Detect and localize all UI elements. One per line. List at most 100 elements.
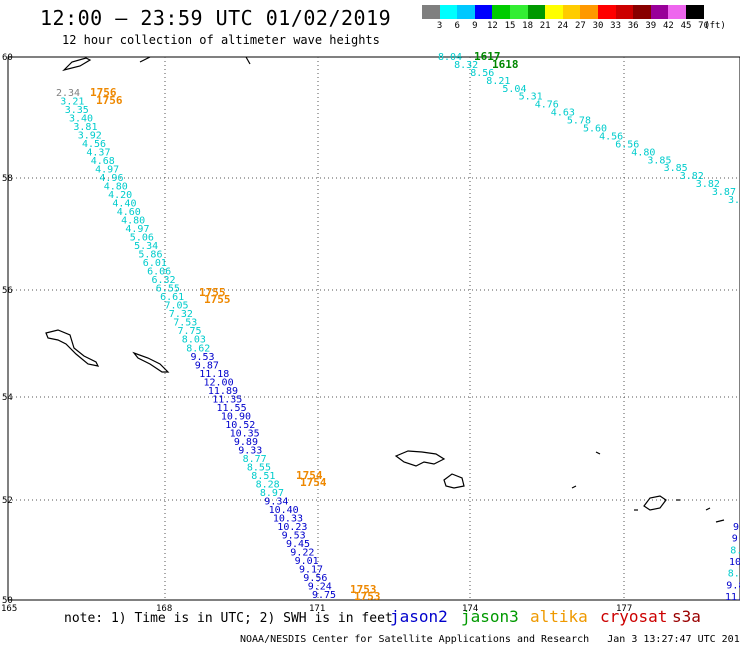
bering-island [45, 329, 100, 367]
time-label-1617: 1617 [474, 50, 501, 63]
scale-swatch-3 [474, 5, 493, 19]
color-scale-legend: (ft) 3 6 9 12 15 18 21 24 27 30 33 36 39 42 45 70 [422, 5, 726, 31]
track2-value: 3.82 [696, 179, 720, 190]
medny-island [132, 351, 170, 373]
graticule [8, 57, 740, 600]
satellite-cryosat: cryosat [600, 607, 668, 626]
track1-value: 5.86 [138, 250, 162, 261]
map-subtitle: 12 hour collection of altimeter wave hei… [62, 33, 380, 47]
track1-value: 8.62 [186, 343, 210, 354]
track2-value: 8.32 [454, 60, 478, 71]
track1-value: 3.92 [78, 131, 102, 142]
lat-label-50: 50 [2, 596, 13, 606]
track1-value: 11.35 [212, 394, 242, 405]
track1-value: 9.53 [282, 530, 306, 541]
track1-value: 5.06 [130, 233, 154, 244]
scale-swatch-5 [509, 5, 528, 19]
track1-value: 9.89 [234, 437, 258, 448]
track2-value: 3.85 [647, 155, 671, 166]
scale-label-15: 15 [504, 21, 516, 31]
track3-value: 8. [730, 545, 740, 556]
track3-value: 10. [729, 557, 740, 568]
track2-value: 4.56 [599, 131, 623, 142]
time-label-1754b: 1754 [300, 476, 327, 489]
scale-swatch-11 [615, 5, 634, 19]
lon-label-171: 171 [309, 604, 325, 614]
track1-value: 6.06 [147, 267, 171, 278]
scale-label-9: 9 [472, 21, 478, 31]
track2-value: 3.87 [712, 187, 736, 198]
track1-value: 10.52 [225, 420, 255, 431]
track1-value: 8.55 [247, 462, 271, 473]
track1-value: 3.81 [73, 122, 97, 133]
track1-value: 9.45 [286, 539, 310, 550]
lat-label-52: 52 [2, 496, 13, 506]
track1-value: 6.01 [143, 258, 167, 269]
islet-5 [715, 519, 725, 523]
track1-value: 7.05 [165, 301, 189, 312]
scale-swatch-12 [633, 5, 651, 19]
track1-value: 4.40 [112, 199, 136, 210]
track1-value: 3.40 [69, 114, 93, 125]
islet-1 [595, 451, 601, 455]
coastlines [45, 56, 725, 523]
islet-2 [571, 485, 577, 489]
scale-label-6: 6 [454, 21, 460, 31]
near-islands [394, 450, 446, 467]
rat-islands [643, 495, 667, 511]
coast-north-b [139, 56, 151, 63]
scale-swatch-8 [562, 5, 581, 19]
scale-label-39: 39 [645, 21, 657, 31]
lon-label-177: 177 [616, 604, 632, 614]
track1-value: 4.60 [117, 207, 141, 218]
track3-value: 9.8 [726, 580, 740, 591]
scale-unit: (ft) [704, 21, 726, 31]
track2-value: 5.31 [519, 92, 543, 103]
time-label-1753b: 1753 [354, 590, 381, 603]
lon-label-168: 168 [156, 604, 172, 614]
timestamp: Jan 3 13:27:47 UTC 2019 [607, 634, 740, 645]
track2-value: 4.63 [551, 108, 575, 119]
track1-value: 4.80 [121, 216, 145, 227]
lat-label-58: 58 [2, 174, 13, 184]
scale-swatch-10 [597, 5, 616, 19]
pass-time-labels: 1756 1756 1755 1755 1754 1754 1753 1753 … [90, 50, 519, 603]
scale-label-36: 36 [627, 21, 639, 31]
track2-value: 8.21 [486, 76, 510, 87]
scale-swatch-14 [668, 5, 686, 19]
coast-north-a [62, 57, 92, 72]
track1-value: 4.56 [82, 139, 106, 150]
scale-label-70: 70 [698, 21, 710, 31]
time-label-1753a: 1753 [350, 583, 377, 596]
track1-value: 8.28 [256, 479, 280, 490]
scale-swatch-15 [685, 5, 704, 19]
scale-swatch-13 [650, 5, 669, 19]
track1-value: 8.97 [260, 488, 284, 499]
track1-value: 8.51 [251, 471, 275, 482]
track2-value: 5.78 [567, 116, 591, 127]
track1-value: 9.75 [312, 590, 336, 601]
track1-value: 9.87 [195, 360, 219, 371]
scale-label-45: 45 [680, 21, 692, 31]
satellite-jason3: jason3 [461, 607, 519, 626]
track1-value: 5.34 [134, 241, 158, 252]
track1-value: 8.03 [182, 335, 206, 346]
islet-4 [705, 507, 711, 511]
track1-value: 9.34 [264, 496, 288, 507]
track1-value: 6.32 [152, 275, 176, 286]
track2-value: 4.76 [535, 100, 559, 111]
time-label-1755a: 1755 [199, 286, 226, 299]
track1-value: 9.01 [295, 556, 319, 567]
scale-swatch-7 [545, 5, 563, 19]
track1-value: 4.68 [91, 156, 115, 167]
track2-value: 3.9 [728, 195, 740, 206]
track3-value: 8. [728, 569, 740, 580]
scale-label-42: 42 [662, 21, 674, 31]
map-title: 12:00 — 23:59 UTC 01/02/2019 [40, 6, 392, 30]
track1-value: 4.37 [86, 148, 110, 159]
scale-label-24: 24 [557, 21, 569, 31]
track1-value: 11.89 [208, 386, 238, 397]
credit-text: NOAA/NESDIS Center for Satellite Applica… [240, 634, 590, 645]
satellite-altika: altika [530, 607, 588, 626]
